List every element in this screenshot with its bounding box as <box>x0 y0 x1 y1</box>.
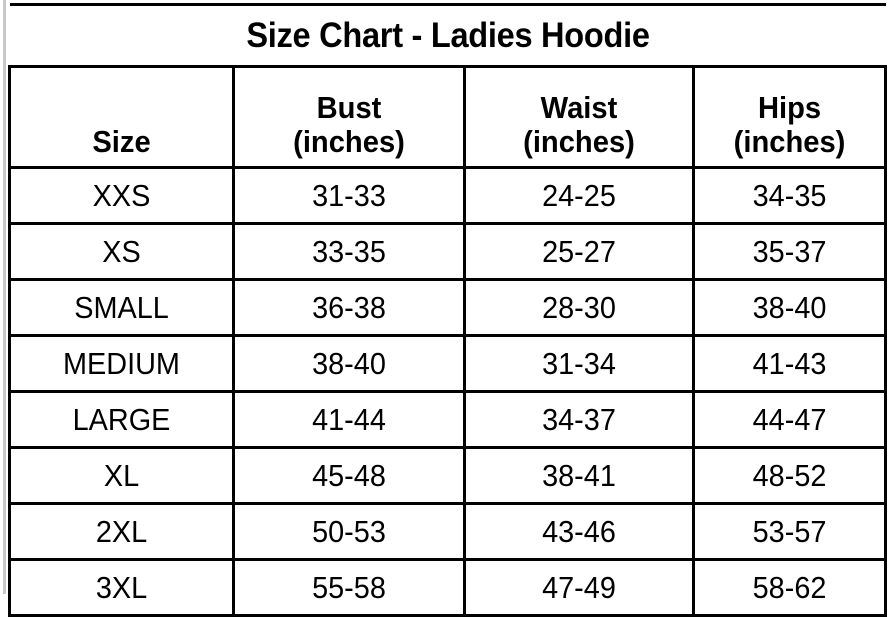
cell-waist: 28-30 <box>463 278 695 337</box>
size-chart-container: Size Chart - Ladies Hoodie Size Bust (in… <box>8 3 888 617</box>
cell-hips-text: 48-52 <box>752 458 827 493</box>
cell-bust-text: 41-44 <box>312 402 386 437</box>
cell-bust: 50-53 <box>232 502 466 561</box>
column-header-waist-line2: (inches) <box>523 123 635 159</box>
cell-hips: 35-37 <box>691 222 888 281</box>
cell-bust-text: 33-35 <box>312 234 386 269</box>
cell-hips-text: 34-35 <box>752 178 827 213</box>
cell-size-text: XS <box>102 234 141 269</box>
table-row: XL 45-48 38-41 48-52 <box>8 446 888 505</box>
column-header-waist: Waist (inches) <box>463 65 695 169</box>
cell-bust: 55-58 <box>232 558 466 617</box>
column-header-size-text: Size <box>18 123 226 166</box>
table-row: 3XL 55-58 47-49 58-62 <box>8 558 888 617</box>
cell-hips: 44-47 <box>691 390 888 449</box>
cell-size: XXS <box>8 166 235 225</box>
column-header-hips-text: Hips (inches) <box>701 91 879 166</box>
cell-size: XL <box>8 446 235 505</box>
table-row: XS 33-35 25-27 35-37 <box>8 222 888 281</box>
cell-size-text: 2XL <box>95 514 148 549</box>
cell-size-text: 3XL <box>95 570 148 605</box>
cell-size: SMALL <box>8 278 235 337</box>
cell-size: XS <box>8 222 235 281</box>
cell-size: 2XL <box>8 502 235 561</box>
cell-hips: 48-52 <box>691 446 888 505</box>
cell-hips: 38-40 <box>691 278 888 337</box>
cell-bust-text: 55-58 <box>312 570 386 605</box>
column-header-bust-line1: Bust <box>316 90 382 126</box>
cell-waist-text: 31-34 <box>542 346 616 381</box>
column-header-waist-line1: Waist <box>540 90 618 126</box>
cell-waist-text: 25-27 <box>542 234 616 269</box>
table-row: MEDIUM 38-40 31-34 41-43 <box>8 334 888 393</box>
cell-hips-text: 44-47 <box>752 402 827 437</box>
cell-waist-text: 28-30 <box>542 290 616 325</box>
cell-waist: 31-34 <box>463 334 695 393</box>
cell-waist: 25-27 <box>463 222 695 281</box>
cell-bust: 41-44 <box>232 390 466 449</box>
column-header-hips-line1: Hips <box>757 90 822 126</box>
cell-size: LARGE <box>8 390 235 449</box>
cell-bust: 33-35 <box>232 222 466 281</box>
size-chart-table: Size Chart - Ladies Hoodie Size Bust (in… <box>8 3 888 617</box>
cell-size-text: SMALL <box>74 290 169 325</box>
chart-title-cell: Size Chart - Ladies Hoodie <box>9 3 886 68</box>
table-row: SMALL 36-38 28-30 38-40 <box>8 278 888 337</box>
cell-waist: 38-41 <box>463 446 695 505</box>
cell-waist: 43-46 <box>463 502 695 561</box>
cell-hips: 41-43 <box>691 334 888 393</box>
cell-waist-text: 34-37 <box>542 402 616 437</box>
cell-waist: 24-25 <box>463 166 695 225</box>
cell-bust: 36-38 <box>232 278 466 337</box>
left-margin-rule <box>3 0 6 594</box>
cell-waist-text: 47-49 <box>542 570 616 605</box>
cell-hips: 58-62 <box>691 558 888 617</box>
column-header-hips: Hips (inches) <box>691 65 888 169</box>
cell-waist-text: 24-25 <box>542 178 616 213</box>
cell-hips-text: 35-37 <box>752 234 827 269</box>
cell-bust: 38-40 <box>232 334 466 393</box>
column-header-hips-line2: (inches) <box>733 123 846 159</box>
cell-bust: 31-33 <box>232 166 466 225</box>
cell-hips-text: 58-62 <box>752 570 827 605</box>
cell-bust-text: 36-38 <box>312 290 386 325</box>
cell-hips: 53-57 <box>691 502 888 561</box>
cell-hips: 34-35 <box>691 166 888 225</box>
table-row: XXS 31-33 24-25 34-35 <box>8 166 888 225</box>
table-row: LARGE 41-44 34-37 44-47 <box>8 390 888 449</box>
cell-waist: 34-37 <box>463 390 695 449</box>
cell-size: MEDIUM <box>8 334 235 393</box>
cell-hips-text: 53-57 <box>752 514 827 549</box>
cell-waist-text: 43-46 <box>542 514 616 549</box>
cell-waist-text: 38-41 <box>542 458 616 493</box>
column-header-bust: Bust (inches) <box>232 65 466 169</box>
cell-size-text: MEDIUM <box>63 346 180 381</box>
cell-size-text: LARGE <box>72 402 171 437</box>
table-row: 2XL 50-53 43-46 53-57 <box>8 502 888 561</box>
cell-bust-text: 45-48 <box>312 458 386 493</box>
cell-waist: 47-49 <box>463 558 695 617</box>
cell-size-text: XXS <box>92 178 151 213</box>
column-header-bust-line2: (inches) <box>293 123 405 159</box>
column-header-size: Size <box>8 65 235 169</box>
column-header-waist-text: Waist (inches) <box>473 91 685 166</box>
column-header-bust-text: Bust (inches) <box>242 91 456 166</box>
page-title: Size Chart - Ladies Hoodie <box>245 16 650 55</box>
cell-size: 3XL <box>8 558 235 617</box>
column-header-size-line1: Size <box>92 123 151 159</box>
cell-size-text: XL <box>103 458 140 493</box>
cell-hips-text: 38-40 <box>752 290 827 325</box>
cell-bust-text: 31-33 <box>312 178 386 213</box>
chart-title-row: Size Chart - Ladies Hoodie <box>9 3 886 68</box>
cell-bust: 45-48 <box>232 446 466 505</box>
cell-bust-text: 50-53 <box>312 514 386 549</box>
cell-hips-text: 41-43 <box>752 346 827 381</box>
cell-bust-text: 38-40 <box>312 346 386 381</box>
table-header-row: Size Bust (inches) Waist (inches) <box>8 65 888 169</box>
